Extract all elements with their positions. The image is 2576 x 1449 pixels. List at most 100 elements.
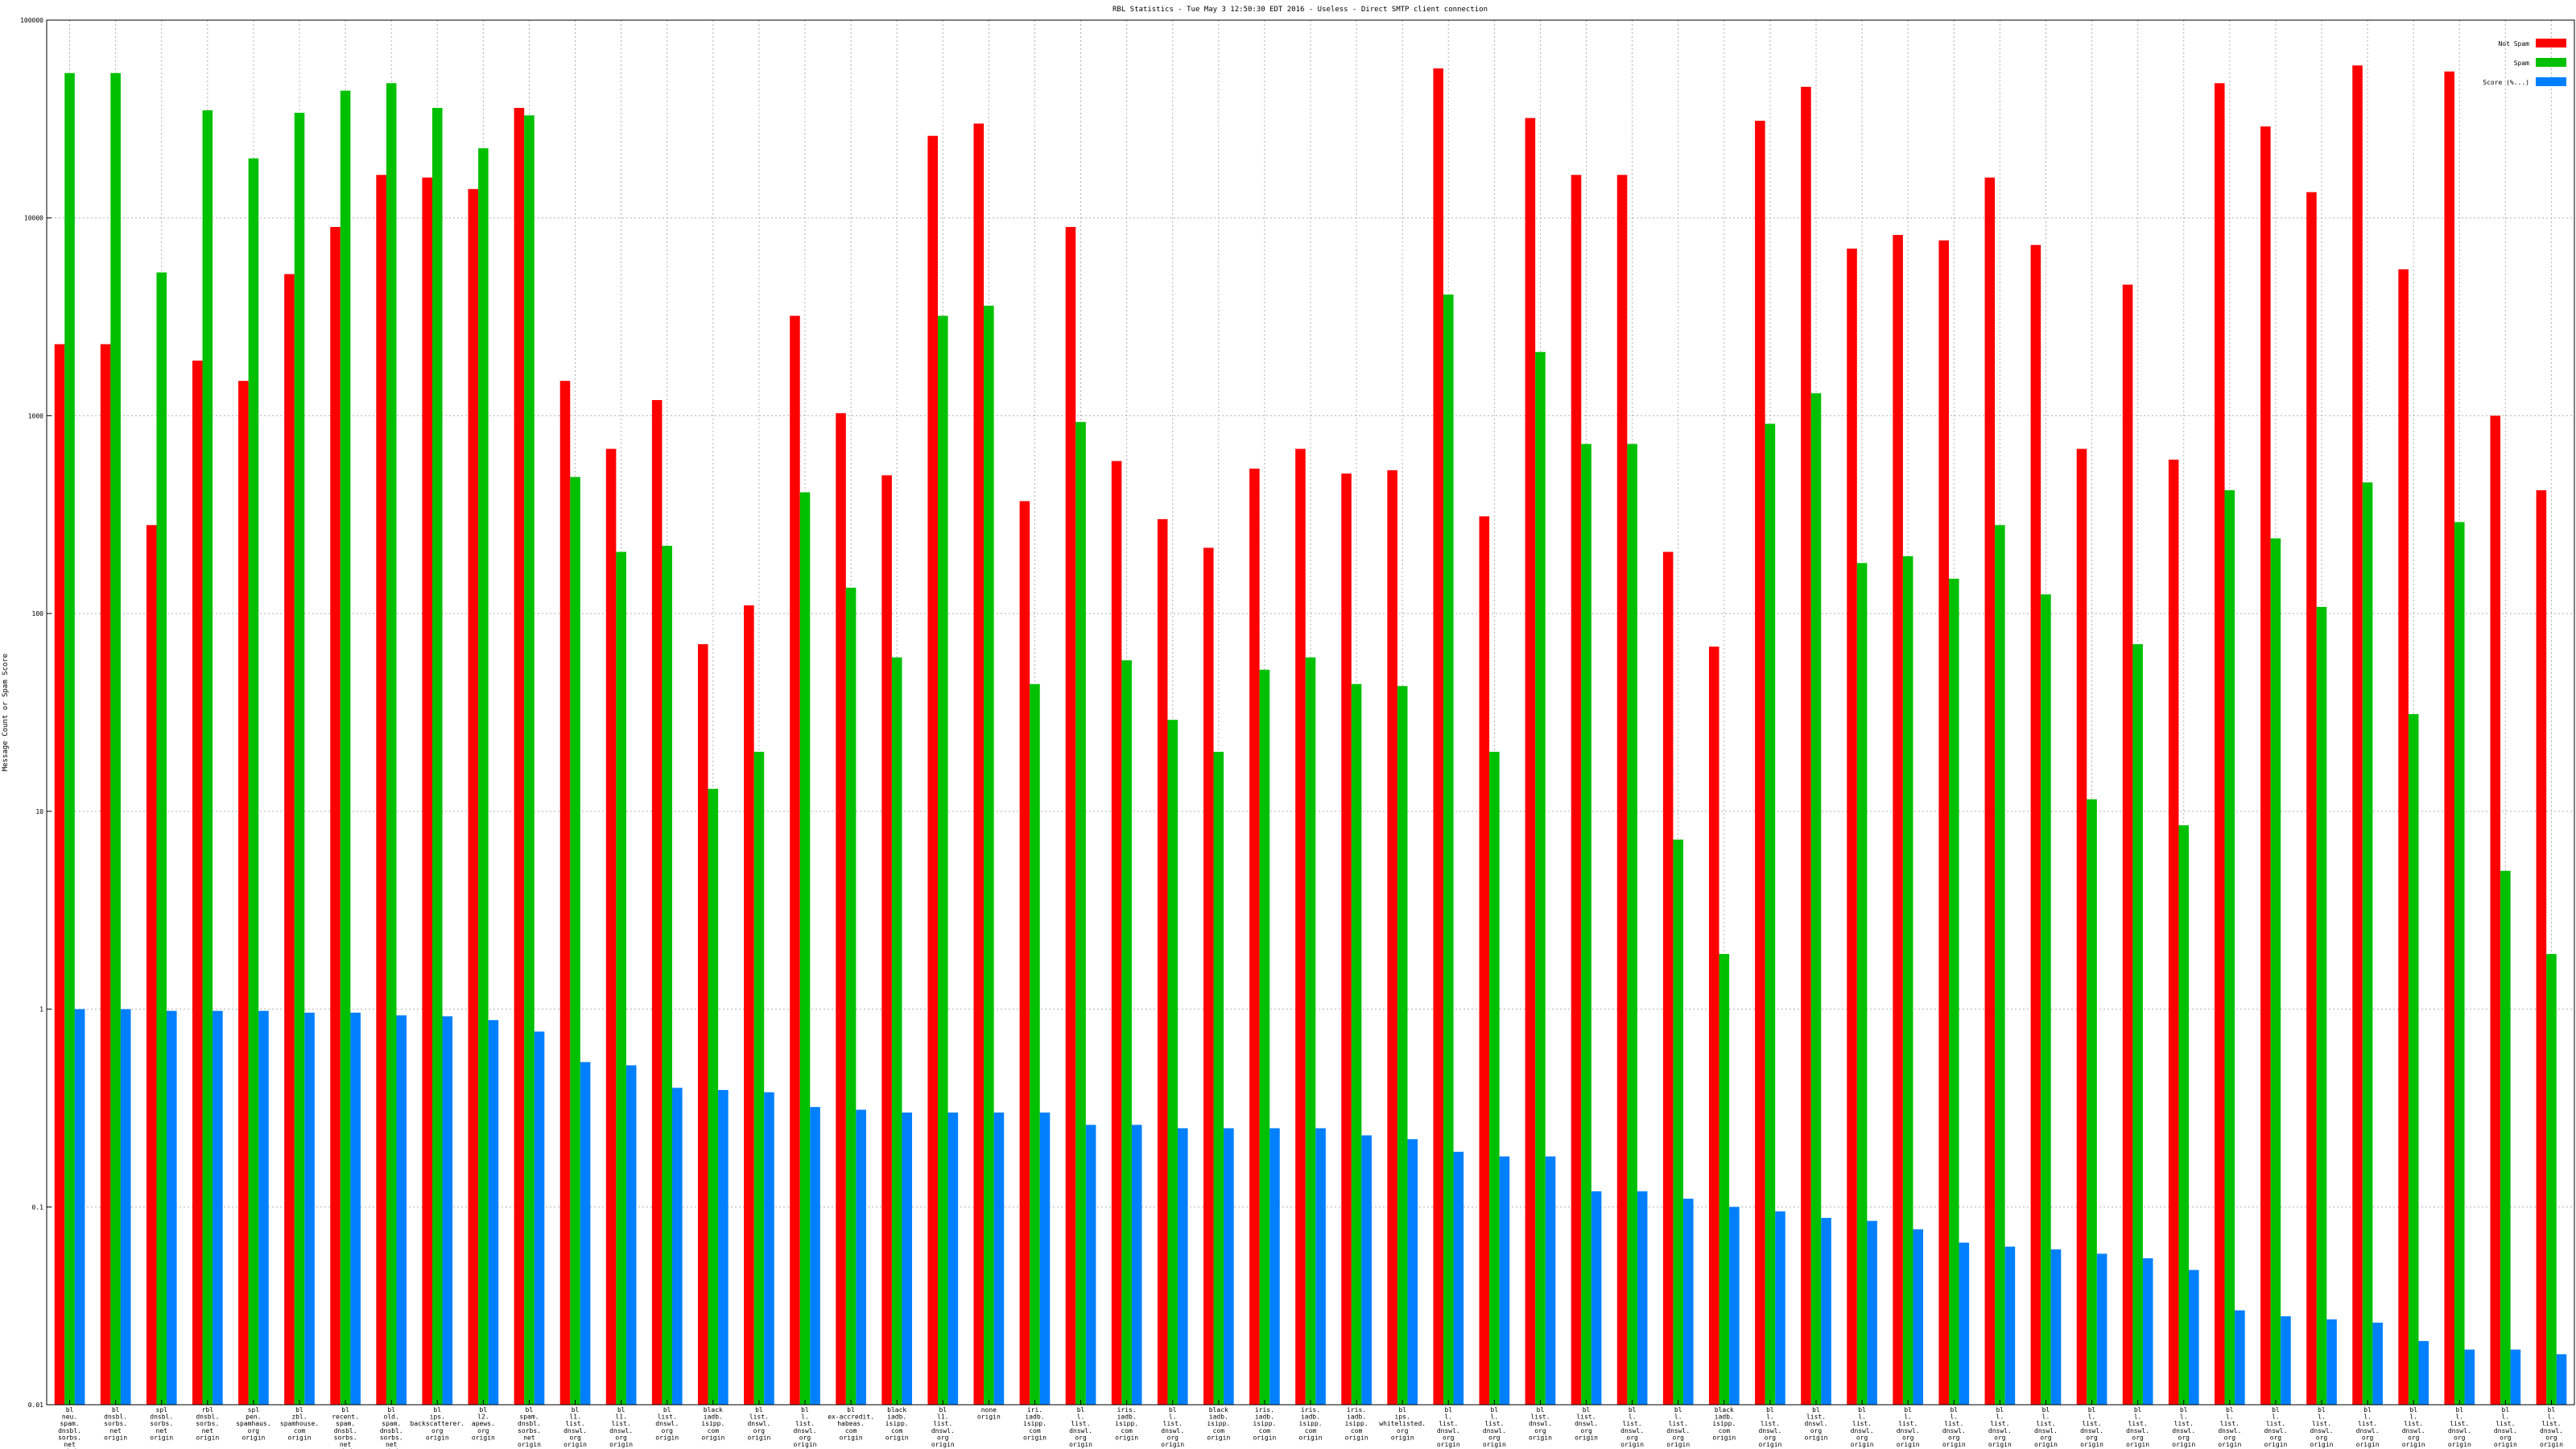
bar-not-spam (1938, 240, 1949, 1405)
x-tick-label-line: sorbs. (150, 1420, 173, 1427)
x-tick-label-line: origin (1942, 1441, 1966, 1448)
x-tick-label-line: net (523, 1434, 535, 1441)
x-tick-label-line: org (1488, 1434, 1501, 1441)
x-tick-label-line: bl (433, 1406, 441, 1414)
x-tick-label-line: spl (248, 1406, 260, 1414)
x-tick-label-line: dnswl. (2080, 1427, 2103, 1435)
bar-not-spam (1433, 68, 1443, 1406)
x-tick-label-line: l. (2088, 1414, 2096, 1421)
bar-spam (708, 788, 719, 1405)
x-tick-label-line: old. (384, 1414, 399, 1421)
x-tick-label: bl list. dnswl. org origin (1805, 1406, 1828, 1441)
legend-label: Score (%...) (2483, 79, 2529, 86)
x-tick-label-line: sorbs. (104, 1420, 127, 1427)
x-tick-label-line: backscatterer. (411, 1420, 464, 1427)
x-tick-label-line: net (156, 1427, 168, 1435)
x-tick-label-line: bl (2363, 1406, 2372, 1414)
x-tick-label-line: bl (1169, 1406, 1177, 1414)
bar-spam (2087, 799, 2097, 1405)
x-tick-label: bl l. list. dnswl. org origin (2540, 1406, 2563, 1448)
x-tick-label-line: origin (242, 1434, 265, 1441)
bar-score (2096, 1253, 2107, 1405)
x-tick-label-line: list. (795, 1420, 815, 1427)
bar-score (1361, 1135, 1372, 1405)
legend-swatch (2536, 58, 2566, 67)
x-tick-label-line: bl (2409, 1406, 2417, 1414)
x-tick-label: bl l. list. dnswl. org origin (2080, 1406, 2103, 1448)
x-tick-label-line: rbl (202, 1406, 214, 1414)
x-tick-label-line: l. (801, 1414, 809, 1421)
x-tick-label-line: iadb. (1209, 1414, 1228, 1421)
bar-not-spam (2030, 245, 2041, 1405)
x-tick-label-line: list. (1898, 1420, 1918, 1427)
x-tick-label-line: origin (1483, 1441, 1506, 1448)
x-tick-label: bl spam. dnsbl. sorbs. net origin (518, 1406, 541, 1448)
bar-not-spam (514, 108, 525, 1405)
x-tick-label-line: l1. (615, 1414, 626, 1421)
x-tick-label-line: com (708, 1427, 720, 1435)
bar-score (1178, 1128, 1188, 1405)
bar-spam (1305, 657, 1316, 1405)
x-tick-label-line: dnswl. (1620, 1427, 1644, 1435)
x-tick-label-line: com (1029, 1427, 1041, 1435)
x-tick-label-line: dnswl. (2448, 1427, 2471, 1435)
x-tick-label-line: dnswl. (2310, 1427, 2334, 1435)
bar-score (993, 1113, 1005, 1405)
x-tick-label-line: com (1213, 1427, 1225, 1435)
bar-not-spam (2076, 448, 2087, 1405)
bar-spam (294, 113, 305, 1405)
x-tick-label-line: origin (1391, 1434, 1414, 1441)
x-tick-label-line: org (2178, 1434, 2190, 1441)
x-tick-label-line: origin (2264, 1441, 2287, 1448)
x-tick-label-line: l. (2226, 1414, 2234, 1421)
bars (54, 65, 2567, 1406)
x-tick-label-line: iris. (1347, 1406, 1366, 1414)
bar-not-spam (1708, 646, 1719, 1405)
y-axis-ticks: 0.01 0.1 1 10 100 1000 10000 100000 (20, 17, 52, 1409)
x-tick-label-line: org (1534, 1427, 1546, 1435)
bar-score (1315, 1128, 1326, 1405)
x-tick-label-line: dnsbl. (334, 1427, 357, 1435)
bar-not-spam (2536, 490, 2547, 1405)
bar-score (947, 1113, 959, 1405)
x-tick-label-line: bl (2042, 1406, 2050, 1414)
x-tick-label: bl l. list. dnswl. org origin (2126, 1406, 2149, 1448)
x-tick-label-line: dnswl. (609, 1427, 633, 1435)
x-tick-label-line: isipp. (1253, 1420, 1276, 1427)
bar-spam (2041, 594, 2051, 1405)
x-tick-label: bl list. dnswl. org origin (747, 1406, 770, 1441)
x-tick-label-line: neu. (62, 1414, 77, 1421)
x-tick-label-line: org (1673, 1434, 1685, 1441)
bar-spam (2316, 606, 2327, 1405)
x-tick-label-line: list. (1852, 1420, 1872, 1427)
x-tick-label-line: origin (426, 1434, 449, 1441)
x-tick-label: bl zbl. spamhouse. com origin (280, 1406, 319, 1441)
bar-spam (1351, 683, 1362, 1405)
x-tick-label: bl l. list. dnswl. org origin (2402, 1406, 2425, 1448)
x-tick-label-line: dnswl. (1666, 1427, 1690, 1435)
x-tick-label-line: iadb. (704, 1414, 723, 1421)
bar-not-spam (2122, 284, 2133, 1406)
bar-spam (570, 477, 580, 1405)
x-tick-label-line: dnswl. (2402, 1427, 2425, 1435)
bar-score (2510, 1349, 2521, 1405)
x-tick-label-line: isipp. (1207, 1420, 1230, 1427)
bar-not-spam (2306, 192, 2317, 1406)
x-tick-label-line: net (64, 1441, 76, 1448)
bar-score (2189, 1269, 2199, 1405)
x-tick-label-line: origin (1575, 1434, 1598, 1441)
bar-not-spam (2398, 269, 2409, 1405)
x-tick-label-line: bl (663, 1406, 671, 1414)
chart-title: RBL Statistics - Tue May 3 12:50:30 EDT … (1113, 6, 1488, 14)
x-tick-label-line: l1. (569, 1414, 580, 1421)
x-tick-label-line: org (937, 1434, 949, 1441)
x-tick-label-line: zbl. (291, 1414, 307, 1421)
x-tick-label-line: list. (1669, 1420, 1688, 1427)
bar-not-spam (927, 135, 938, 1405)
x-tick-label-line: list. (2541, 1420, 2561, 1427)
bar-score (2556, 1354, 2567, 1405)
legend: Not Spam Spam Score (%...) (2483, 39, 2566, 86)
x-tick-label: bl l. list. dnswl. org origin (2494, 1406, 2517, 1448)
x-tick-label-line: l. (2409, 1414, 2417, 1421)
x-tick-label-line: origin (1161, 1441, 1184, 1448)
